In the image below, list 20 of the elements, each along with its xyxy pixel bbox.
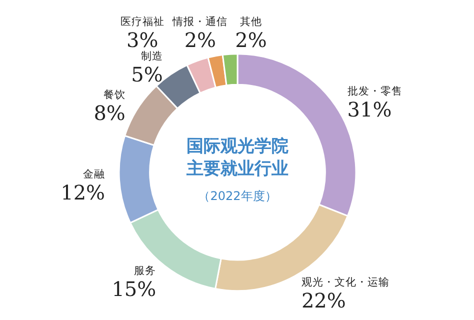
- data-label: 22%: [301, 288, 346, 313]
- slice-label: 批发・零售: [347, 86, 402, 98]
- slice-label: 情报・通信: [172, 14, 228, 28]
- slice-label: 观光・文化・运输: [301, 276, 390, 289]
- slice-label: 餐饮: [103, 89, 126, 102]
- slice-label: 其他: [240, 14, 262, 28]
- text: （2022年度）: [198, 189, 277, 204]
- slice-label: 制造: [140, 50, 163, 63]
- data-label: 8%: [94, 101, 126, 126]
- text: 国际观光学院主要就业行业: [186, 136, 288, 179]
- data-label: 12%: [60, 180, 106, 205]
- slice-label: 服务: [134, 265, 156, 278]
- data-label: 15%: [112, 277, 156, 302]
- slice-label: 金融: [83, 168, 106, 181]
- data-label: 2%: [235, 28, 267, 52]
- data-label: 2%: [184, 28, 216, 52]
- data-label: 3%: [126, 28, 158, 52]
- slice-label: 医疗福祉: [120, 14, 164, 28]
- data-label: 5%: [131, 62, 163, 87]
- data-label: 31%: [347, 98, 392, 122]
